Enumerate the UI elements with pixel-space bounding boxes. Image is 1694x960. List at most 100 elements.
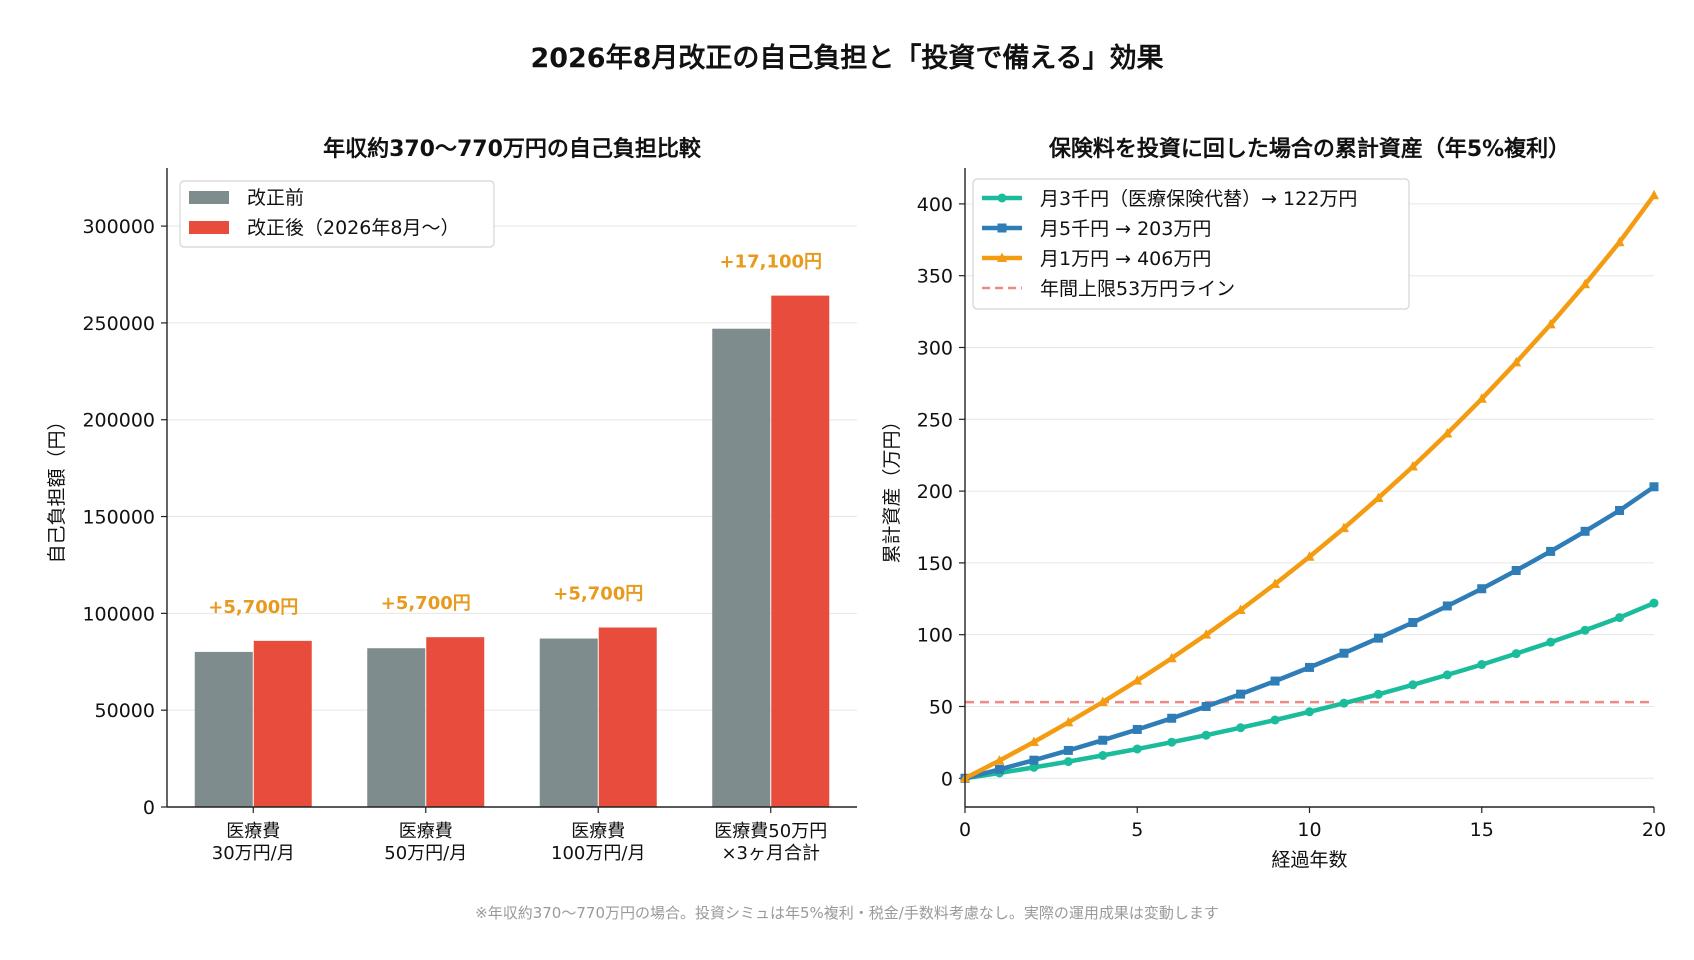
bar-chart-title: 年収約370〜770万円の自己負担比較: [323, 136, 702, 162]
data-point: [1063, 745, 1073, 755]
x-tick-label: 0: [959, 819, 971, 841]
line-chart-title: 保険料を投資に回した場合の累計資産（年5%複利）: [1048, 136, 1570, 162]
data-point: [1028, 736, 1039, 746]
data-point: [1511, 649, 1521, 659]
data-point: [1408, 617, 1418, 627]
data-point: [1442, 670, 1452, 680]
data-point: [1442, 428, 1453, 438]
data-point: [1614, 236, 1625, 247]
data-point: [1373, 633, 1383, 643]
x-tick-label: 50万円/月: [384, 843, 467, 864]
data-point: [1373, 492, 1384, 502]
data-point: [1580, 526, 1590, 536]
data-point: [1511, 356, 1522, 367]
series-3: [960, 189, 1659, 783]
bar-diff-label: +5,700円: [381, 593, 471, 614]
bar-before: [194, 651, 253, 807]
y-tick-label: 250: [917, 409, 953, 431]
bar-after: [253, 640, 312, 807]
y-tick-label: 200000: [82, 410, 155, 432]
data-point: [1132, 724, 1142, 734]
data-point: [1098, 735, 1108, 745]
data-point: [1511, 565, 1521, 575]
x-tick-label: 医療費: [399, 821, 453, 842]
y-tick-label: 300000: [82, 216, 155, 238]
series-line: [964, 484, 1656, 781]
y-tick-label: 50: [929, 696, 953, 718]
line-chart-panel: 保険料を投資に回した場合の累計資産（年5%複利）0501001502002503…: [881, 136, 1666, 871]
data-point: [1477, 660, 1487, 670]
x-tick-label: 5: [1131, 819, 1143, 841]
data-point: [1373, 689, 1383, 699]
legend-label: 月1万円 → 406万円: [1040, 248, 1211, 270]
data-point: [1132, 675, 1143, 685]
y-tick-label: 250000: [82, 313, 155, 335]
data-point: [1649, 482, 1659, 492]
bar-before: [712, 328, 771, 807]
bar-diff-label: +5,700円: [553, 583, 643, 604]
figure-title: 2026年8月改正の自己負担と「投資で備える」効果: [530, 43, 1164, 74]
data-point: [1201, 629, 1212, 639]
legend-swatch: [189, 191, 229, 204]
data-point: [1270, 676, 1280, 686]
data-point: [1338, 522, 1349, 533]
data-point: [1270, 715, 1280, 725]
x-tick-label: 20: [1642, 819, 1666, 841]
data-point: [1236, 723, 1246, 733]
data-point: [1132, 744, 1142, 754]
y-tick-label: 100000: [82, 603, 155, 625]
legend-box: [972, 178, 1410, 310]
data-point: [1029, 755, 1039, 765]
bar-after: [771, 295, 830, 807]
data-point: [1201, 730, 1211, 740]
data-point: [1097, 696, 1108, 707]
legend-marker: [997, 223, 1007, 233]
data-point: [1305, 662, 1314, 672]
data-point: [1615, 505, 1625, 515]
data-point: [1649, 189, 1659, 200]
data-point: [1546, 546, 1556, 556]
data-point: [1063, 757, 1073, 767]
legend-label: 年間上限53万円ライン: [1040, 278, 1235, 300]
x-tick-label: 医療費: [226, 821, 280, 842]
data-point: [1615, 613, 1625, 623]
data-point: [1442, 601, 1452, 611]
y-axis-label: 自己負担額（円）: [46, 411, 68, 563]
legend-swatch: [189, 221, 229, 234]
x-tick-label: 15: [1470, 819, 1494, 841]
data-point: [1236, 689, 1246, 699]
bar-after: [426, 637, 485, 807]
data-point: [1580, 625, 1590, 635]
data-point: [1098, 750, 1108, 760]
bar-after: [598, 627, 657, 807]
data-point: [1339, 698, 1349, 708]
data-point: [1029, 762, 1039, 772]
data-point: [994, 764, 1004, 774]
legend-marker: [997, 252, 1007, 262]
bar-chart-panel: 年収約370〜770万円の自己負担比較 0 50000 100000 150000 200…: [46, 136, 857, 864]
footnote: ※年収約370〜770万円の場合。投資シミュは年5%複利・税金/手数料考慮なし。…: [475, 904, 1219, 922]
bar-diff-label: +17,100円: [719, 252, 822, 273]
legend-label: 改正前: [247, 187, 304, 209]
data-point: [1477, 584, 1487, 594]
y-tick-label: 100: [917, 625, 953, 647]
y-tick-label: 400: [917, 194, 953, 216]
data-point: [1201, 701, 1211, 711]
y-axis-label: 累計資産（万円）: [881, 411, 903, 563]
legend-label: 改正後（2026年8月〜）: [247, 217, 459, 239]
data-point: [1476, 393, 1487, 403]
y-tick-label: 0: [143, 797, 155, 819]
data-point: [1235, 604, 1246, 614]
x-tick-label: 30万円/月: [212, 843, 295, 864]
x-tick-label: ×3ヶ月合計: [721, 843, 820, 864]
y-tick-label: 300: [917, 337, 953, 359]
x-tick-label: 医療費50万円: [714, 821, 827, 842]
data-point: [1546, 637, 1556, 647]
y-tick-label: 150: [917, 553, 953, 575]
data-point: [1166, 652, 1177, 663]
data-point: [1407, 461, 1418, 471]
bar-before: [539, 638, 598, 807]
